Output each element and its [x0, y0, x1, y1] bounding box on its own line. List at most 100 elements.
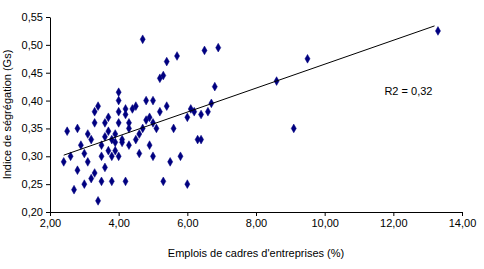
tick-label: 0,25: [22, 178, 43, 190]
point: [82, 180, 87, 189]
point: [61, 157, 66, 166]
point: [154, 124, 159, 133]
tick: 0,35: [22, 122, 50, 134]
point: [92, 118, 97, 127]
point: [161, 71, 166, 80]
point: [99, 177, 104, 186]
tick-mark: [46, 101, 50, 102]
point: [116, 107, 121, 116]
annotation: R2 = 0,32: [384, 85, 432, 97]
point: [113, 138, 118, 147]
point: [171, 124, 176, 133]
point: [116, 152, 121, 161]
tick: 0,30: [22, 150, 50, 162]
point: [144, 96, 149, 105]
point: [133, 135, 138, 144]
point: [75, 166, 80, 175]
point: [96, 102, 101, 111]
tick-mark: [256, 212, 257, 216]
point: [137, 130, 142, 139]
point: [202, 46, 207, 55]
point: [185, 180, 190, 189]
y-axis-title: Indice de ségrégation (Gs): [1, 50, 13, 180]
tick: 6,00: [177, 212, 198, 229]
tick-mark: [46, 184, 50, 185]
tick-label: 0,30: [22, 150, 43, 162]
tick-mark: [187, 212, 188, 216]
tick-label: 8,00: [246, 217, 267, 229]
tick-label: 12,00: [380, 217, 408, 229]
tick-label: 6,00: [177, 217, 198, 229]
point: [116, 118, 121, 127]
point: [178, 152, 183, 161]
point: [126, 141, 131, 150]
tick-label: 0,45: [22, 67, 43, 79]
tick-label: 4,00: [108, 217, 129, 229]
point: [65, 127, 70, 136]
tick-mark: [46, 17, 50, 18]
point: [89, 174, 94, 183]
point: [161, 177, 166, 186]
point: [72, 185, 77, 194]
tick: 2,00: [40, 212, 61, 229]
point: [133, 102, 138, 111]
tick-label: 0,35: [22, 122, 43, 134]
x-axis: 2,00 4,00 6,00 8,00 10,00 12,00 14,00: [40, 212, 476, 229]
tick-mark: [50, 212, 51, 216]
point: [85, 130, 90, 139]
point: [164, 102, 169, 111]
point: [116, 96, 121, 105]
point: [147, 141, 152, 150]
tick-mark: [46, 45, 50, 46]
point: [109, 177, 114, 186]
tick: 0,45: [22, 67, 50, 79]
tick-label: 0,50: [22, 39, 43, 51]
tick: 0,20: [22, 206, 50, 218]
tick-label: 0,40: [22, 95, 43, 107]
tick-label: 10,00: [311, 217, 339, 229]
point: [106, 113, 111, 122]
point: [291, 124, 296, 133]
tick-mark: [46, 73, 50, 74]
point: [96, 196, 101, 205]
tick-label: 2,00: [40, 217, 61, 229]
point: [305, 54, 310, 63]
tick-mark: [46, 212, 50, 213]
point: [168, 157, 173, 166]
point: [82, 149, 87, 158]
tick-label: 0,55: [22, 11, 43, 23]
point: [92, 169, 97, 178]
point: [109, 152, 114, 161]
point: [150, 96, 155, 105]
point: [102, 163, 107, 172]
tick-mark: [462, 212, 463, 216]
trend-line: [64, 26, 435, 155]
tick-mark: [46, 128, 50, 129]
point: [205, 107, 210, 116]
tick: 0,55: [22, 11, 50, 23]
plot: 2,004,006,008,0010,0012,0014,000,200,250…: [22, 11, 477, 229]
point: [150, 152, 155, 161]
point: [150, 118, 155, 127]
point: [102, 118, 107, 127]
point: [75, 124, 80, 133]
point: [140, 35, 145, 44]
tick-label: 0,20: [22, 206, 43, 218]
tick: 8,00: [246, 212, 267, 229]
point: [199, 135, 204, 144]
point: [164, 57, 169, 66]
chart: 2,004,006,008,0010,0012,0014,000,200,250…: [0, 0, 484, 269]
tick-mark: [393, 212, 394, 216]
marks: [61, 26, 440, 205]
tick-mark: [46, 156, 50, 157]
point: [113, 146, 118, 155]
point: [137, 149, 142, 158]
point: [106, 146, 111, 155]
y-axis: 0,20 0,25 0,30 0,35 0,40 0,45 0,50 0,55: [22, 11, 51, 218]
tick: 0,40: [22, 95, 50, 107]
point: [157, 107, 162, 116]
point: [92, 107, 97, 116]
point: [123, 110, 128, 119]
point: [106, 127, 111, 136]
tick-label: 14,00: [449, 217, 477, 229]
